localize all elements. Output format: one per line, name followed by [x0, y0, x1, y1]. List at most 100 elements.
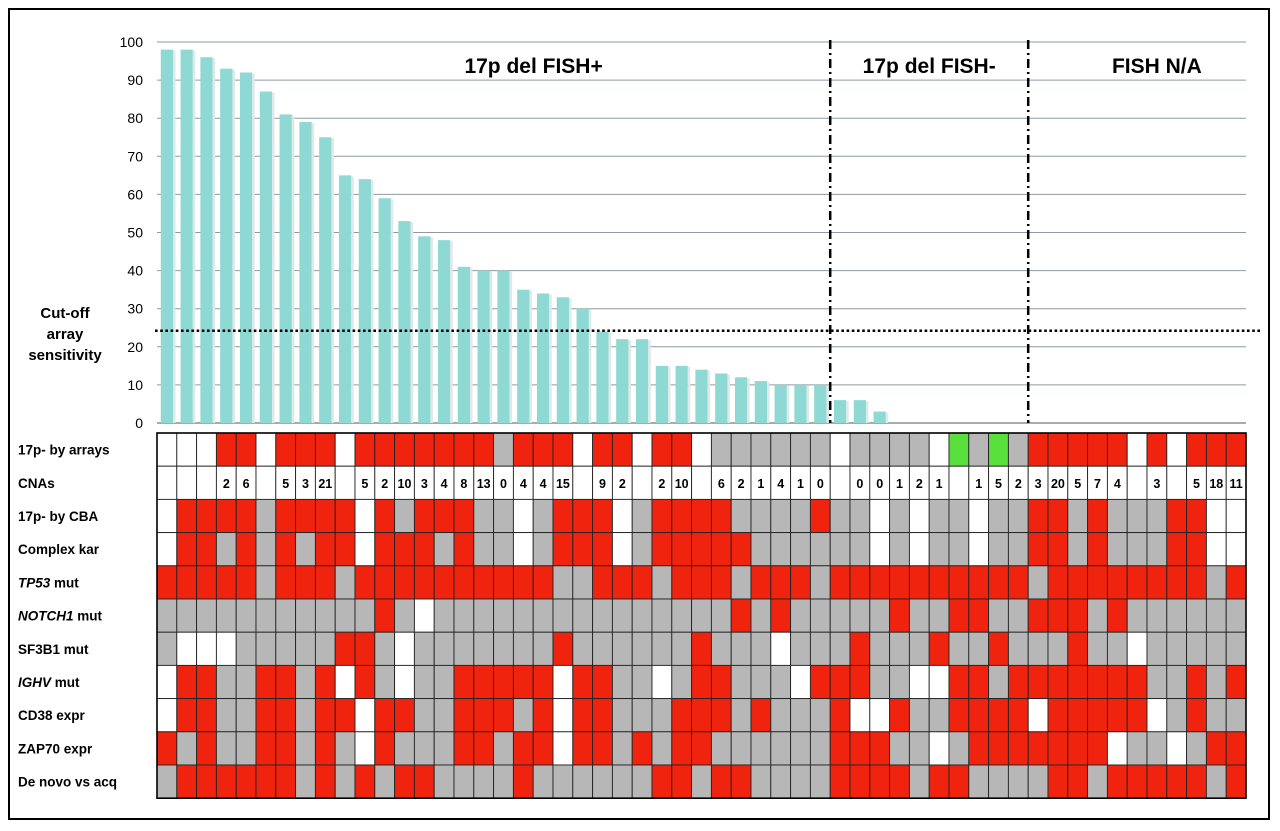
- heatmap-cell: [691, 498, 712, 534]
- bar-shadow: [707, 370, 711, 423]
- heatmap-cell: [651, 565, 673, 600]
- heatmap-cell: [453, 664, 475, 700]
- heatmap-cell: [314, 565, 336, 600]
- heatmap-cell: [1047, 532, 1069, 567]
- cna-value: 4: [777, 477, 784, 491]
- cna-value: 11: [1229, 477, 1242, 491]
- heatmap-cell: [235, 731, 257, 766]
- heatmap-cell: [572, 764, 594, 799]
- heatmap-cell: [176, 598, 198, 633]
- heatmap-cell: [790, 432, 811, 467]
- heatmap-cell: [790, 731, 811, 766]
- heatmap-cell: [651, 598, 673, 633]
- heatmap-cell: [710, 565, 732, 600]
- heatmap-cell: [196, 565, 217, 600]
- heatmap-cell: [433, 432, 455, 467]
- heatmap-cell: [394, 698, 415, 733]
- heatmap-cell: [572, 432, 594, 467]
- row-label: CNAs: [18, 476, 55, 491]
- heatmap-cell: [275, 698, 297, 733]
- heatmap-cell: [809, 432, 831, 467]
- heatmap-cell: [453, 731, 475, 766]
- bar-shadow: [173, 50, 176, 424]
- heatmap-cell: [1205, 498, 1227, 534]
- heatmap-cell: [750, 664, 772, 700]
- heatmap-cell: [1166, 598, 1188, 633]
- heatmap-cell: [1225, 664, 1247, 700]
- heatmap-cell: [750, 731, 772, 766]
- heatmap-cell: [493, 664, 514, 700]
- heatmap-cell: [235, 764, 257, 799]
- heatmap-cell: [631, 465, 653, 500]
- heatmap-cell: [1166, 432, 1188, 467]
- heatmap-cell: [1146, 498, 1168, 534]
- bar-shadow: [628, 340, 631, 423]
- heatmap-cell: [869, 731, 891, 766]
- heatmap-cell: [196, 764, 217, 799]
- heatmap-cell: [691, 698, 712, 733]
- heatmap-cell: [1186, 664, 1207, 700]
- heatmap-cell: [572, 532, 594, 567]
- heatmap-cell: [314, 698, 336, 733]
- heatmap-cell: [532, 498, 554, 534]
- heatmap-cell: [1047, 764, 1069, 799]
- heatmap-cell: [948, 598, 970, 633]
- cna-value: 3: [421, 477, 428, 491]
- heatmap-cell: [1166, 631, 1188, 666]
- cna-value: 3: [1153, 477, 1160, 491]
- heatmap-cell: [493, 731, 514, 766]
- heatmap-cell: [631, 498, 653, 534]
- heatmap-cell: [176, 465, 198, 500]
- cutoff-label: sensitivity: [28, 347, 102, 364]
- heatmap-cell: [314, 498, 336, 534]
- heatmap-cell: [849, 698, 871, 733]
- heatmap-cell: [592, 598, 613, 633]
- cna-value: 15: [556, 477, 570, 491]
- heatmap-cell: [433, 532, 455, 567]
- heatmap-cell: [1047, 631, 1069, 666]
- y-tick-label: 80: [127, 110, 143, 126]
- heatmap-cell: [1225, 532, 1247, 567]
- heatmap-cell: [413, 598, 435, 633]
- heatmap-cell: [809, 764, 831, 799]
- section-label: 17p del FISH-: [863, 55, 996, 78]
- heatmap-cell: [215, 731, 237, 766]
- heatmap-cell: [453, 698, 475, 733]
- cna-value: 5: [995, 477, 1002, 491]
- cna-value: 13: [477, 477, 491, 491]
- bar-shadow: [569, 298, 572, 423]
- heatmap-cell: [235, 698, 257, 733]
- heatmap-cell: [1186, 532, 1207, 567]
- heatmap-cell: [770, 731, 792, 766]
- heatmap-cell: [770, 565, 792, 600]
- heatmap-cell: [869, 664, 891, 700]
- heatmap-cell: [1186, 498, 1207, 534]
- heatmap-cell: [532, 432, 554, 467]
- heatmap-cell: [651, 631, 673, 666]
- heatmap-cell: [889, 532, 910, 567]
- heatmap-cell: [453, 631, 475, 666]
- heatmap-cell: [552, 664, 574, 700]
- bar: [160, 49, 174, 424]
- heatmap-cell: [413, 498, 435, 534]
- heatmap-border: [156, 432, 1247, 800]
- heatmap-cell: [750, 565, 772, 600]
- heatmap-cell: [156, 598, 178, 633]
- bar: [279, 114, 292, 423]
- heatmap-cell: [889, 698, 910, 733]
- bar: [398, 221, 411, 423]
- heatmap-cell: [532, 565, 554, 600]
- heatmap-cell: [750, 498, 772, 534]
- heatmap-cell: [1047, 598, 1069, 633]
- heatmap-cell: [512, 532, 534, 567]
- heatmap-cell: [710, 631, 732, 666]
- bar: [616, 339, 629, 423]
- heatmap-cell: [1126, 532, 1148, 567]
- heatmap-cell: [295, 631, 316, 666]
- heatmap-cell: [156, 664, 178, 700]
- heatmap-cell: [849, 498, 871, 534]
- heatmap-cell: [354, 432, 376, 467]
- heatmap-cell: [512, 498, 534, 534]
- heatmap-cell: [611, 565, 633, 600]
- heatmap-cell: [1225, 764, 1247, 799]
